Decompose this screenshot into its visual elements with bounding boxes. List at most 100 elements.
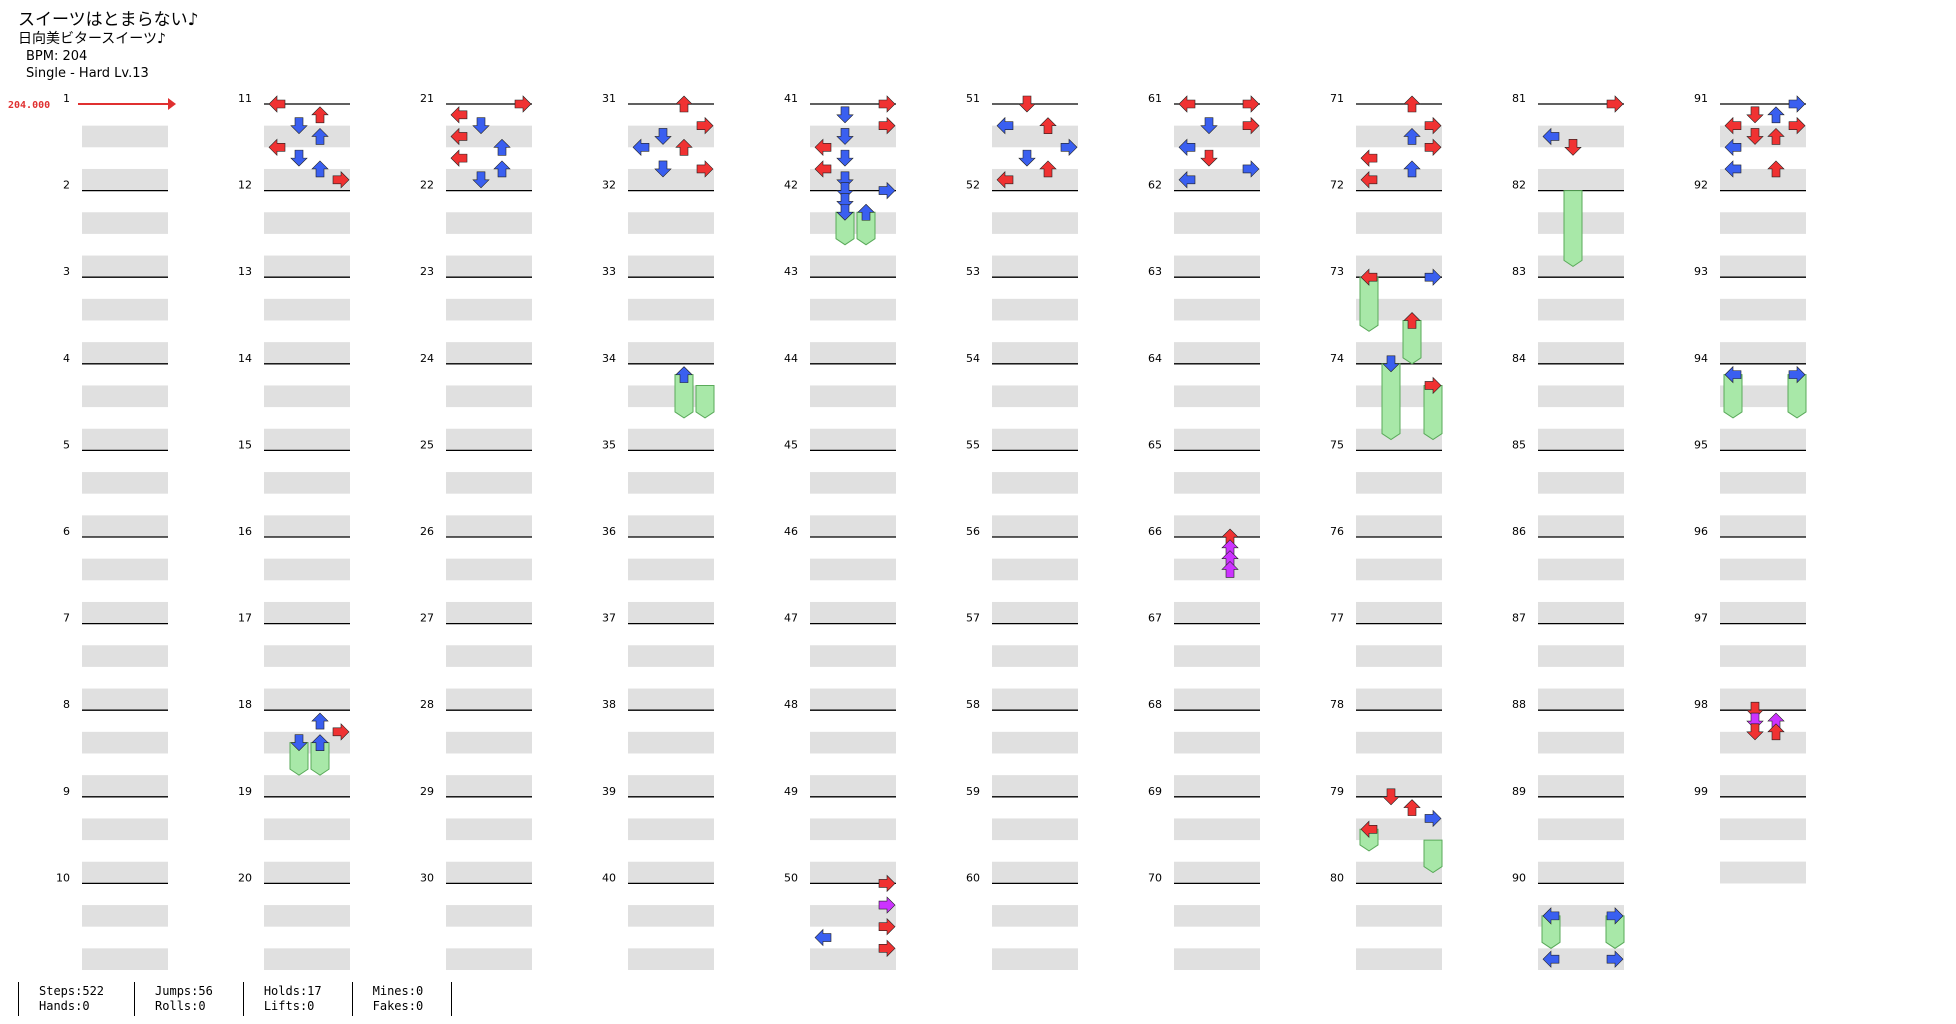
stat-group: Mines:0 Fakes:0: [351, 982, 453, 1016]
right-arrow-icon: [1242, 95, 1260, 113]
measure-number: 49: [784, 785, 798, 798]
up-arrow-icon: [1403, 799, 1421, 817]
measure-number: 17: [238, 612, 252, 625]
beat-band: [446, 601, 532, 624]
beat-band: [264, 125, 350, 148]
beat-band: [992, 905, 1078, 927]
beat-band: [1174, 645, 1260, 667]
beat-band: [446, 472, 532, 494]
beat-band: [628, 558, 714, 581]
beat-band: [1174, 905, 1260, 927]
left-arrow-icon: [268, 95, 286, 113]
measure-number: 6: [63, 525, 70, 538]
beat-band: [82, 558, 168, 581]
beat-band: [264, 212, 350, 234]
beat-band: [1538, 645, 1624, 667]
measure-number: 94: [1694, 352, 1708, 365]
measure-number: 64: [1148, 352, 1162, 365]
beat-band: [82, 125, 168, 148]
beat-band: [264, 688, 350, 711]
measure-number: 39: [602, 785, 616, 798]
right-arrow-icon: [1788, 95, 1806, 113]
measure-number: 24: [420, 352, 434, 365]
measure-number: 22: [420, 179, 434, 192]
measure-number: 80: [1330, 871, 1344, 884]
measure-number: 54: [966, 352, 980, 365]
beat-band: [1538, 601, 1624, 624]
beat-band: [1174, 342, 1260, 364]
measure-number: 29: [420, 785, 434, 798]
measure-number: 45: [784, 438, 798, 451]
measure-number: 10: [56, 871, 70, 884]
beat-band: [446, 125, 532, 148]
right-arrow-icon: [878, 95, 896, 113]
beat-band: [446, 645, 532, 667]
down-arrow-icon: [836, 106, 854, 124]
beat-band: [264, 948, 350, 970]
beat-band: [1538, 428, 1624, 451]
measure-number: 57: [966, 612, 980, 625]
beat-band: [82, 255, 168, 278]
measure-number: 42: [784, 179, 798, 192]
beat-band: [1356, 472, 1442, 494]
beat-band: [1538, 255, 1624, 278]
measure-number: 43: [784, 265, 798, 278]
stat-value: Jumps:56: [155, 984, 213, 998]
down-arrow-icon: [1018, 95, 1036, 113]
measure-number: 50: [784, 871, 798, 884]
beat-band: [810, 472, 896, 494]
measure-number: 44: [784, 352, 798, 365]
down-arrow-icon: [836, 149, 854, 167]
hold-note-icon: [695, 384, 715, 419]
beat-band: [1356, 255, 1442, 278]
beat-band: [1356, 861, 1442, 884]
measure-number: 71: [1330, 92, 1344, 105]
measure-number: 13: [238, 265, 252, 278]
down-arrow-icon: [1746, 106, 1764, 124]
beat-band: [82, 601, 168, 624]
beat-band: [264, 428, 350, 451]
beat-band: [1720, 601, 1806, 624]
beat-band: [82, 818, 168, 841]
beat-band: [992, 731, 1078, 754]
beat-band: [810, 342, 896, 364]
measure-number: 20: [238, 871, 252, 884]
beat-band: [1356, 125, 1442, 148]
measure-number: 85: [1512, 438, 1526, 451]
step-chart: 1234567891011121314151617181920212223242…: [8, 92, 1807, 970]
beat-band: [628, 861, 714, 884]
measure-number: 26: [420, 525, 434, 538]
beat-band: [1720, 861, 1806, 884]
beat-band: [992, 125, 1078, 148]
measure-number: 41: [784, 92, 798, 105]
beat-band: [1356, 601, 1442, 624]
stat-value: Rolls:0: [155, 999, 206, 1013]
measure-number: 91: [1694, 92, 1708, 105]
measure-number: 35: [602, 438, 616, 451]
beat-band: [1538, 168, 1624, 191]
measure-number: 74: [1330, 352, 1344, 365]
measure-number: 4: [63, 352, 70, 365]
measure-number: 63: [1148, 265, 1162, 278]
beat-band: [264, 342, 350, 364]
beat-band: [1538, 515, 1624, 537]
stat-group: Holds:17 Lifts:0: [242, 982, 352, 1016]
beat-band: [264, 255, 350, 278]
beat-band: [82, 905, 168, 927]
beat-band: [992, 645, 1078, 667]
bpm-marker-text: 204.000: [8, 100, 50, 111]
beat-band: [992, 861, 1078, 884]
stat-value: Mines:0: [372, 984, 424, 998]
beat-band: [810, 428, 896, 451]
up-arrow-icon: [1767, 106, 1785, 124]
beat-band: [1356, 342, 1442, 364]
beat-band: [1356, 212, 1442, 234]
measure-number: 25: [420, 438, 434, 451]
measure-number: 38: [602, 698, 616, 711]
stat-value: Fakes:0: [372, 999, 424, 1013]
beat-band: [82, 472, 168, 494]
up-arrow-icon: [311, 106, 329, 124]
beat-band: [1356, 168, 1442, 191]
beat-band: [1538, 948, 1624, 970]
beat-band: [446, 515, 532, 537]
